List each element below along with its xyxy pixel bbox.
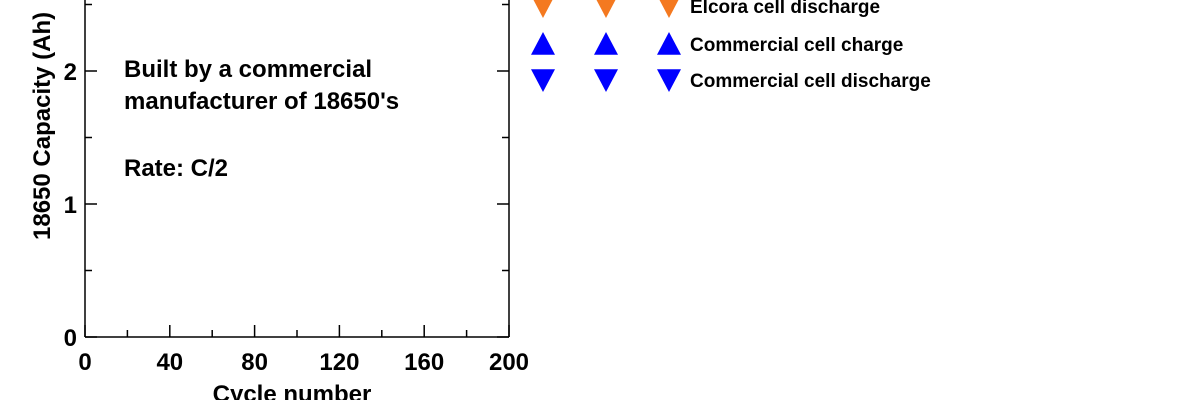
legend-triangle-up-marker [594,32,618,55]
legend-item: Commercial cell discharge [531,69,931,92]
legend-triangle-down-marker [659,0,679,18]
legend-triangle-down-marker [657,69,681,92]
legend-triangle-down-marker [596,0,616,18]
legend-label: Commercial cell charge [690,35,903,56]
x-axis-title: Cycle number [213,381,372,400]
annotation-line-1: Built by a commercial [124,56,372,83]
y-axis-title: 18650 Capacity (Ah) [29,12,56,240]
y-tick-label: 0 [64,325,77,352]
y-tick-labels: 0 1 2 [64,59,77,352]
legend: Elcora cell discharge Commercial cell cha… [531,0,931,92]
x-tick-label: 0 [78,349,91,376]
axis-ticks [84,3,510,338]
legend-triangle-down-marker [594,69,618,92]
legend-label: Elcora cell discharge [690,0,880,18]
legend-triangle-down-marker [533,0,553,18]
x-tick-label: 200 [489,349,529,376]
legend-triangle-up-marker [531,32,555,55]
annotation-line-2: manufacturer of 18650's [124,88,399,115]
legend-triangle-up-marker [657,32,681,55]
annotation-line-3: Rate: C/2 [124,155,228,182]
legend-label: Commercial cell discharge [690,71,931,92]
legend-item: Commercial cell charge [531,32,903,56]
x-tick-label: 120 [319,349,359,376]
x-tick-label: 160 [404,349,444,376]
x-tick-label: 40 [156,349,183,376]
legend-triangle-down-marker [531,69,555,92]
y-tick-label: 2 [64,59,77,86]
x-tick-labels: 0 40 80 120 160 200 [78,349,529,376]
legend-item: Elcora cell discharge [533,0,880,18]
y-tick-label: 1 [64,192,77,219]
x-tick-label: 80 [241,349,268,376]
annotation-block: Built by a commercial manufacturer of 18… [124,56,399,182]
